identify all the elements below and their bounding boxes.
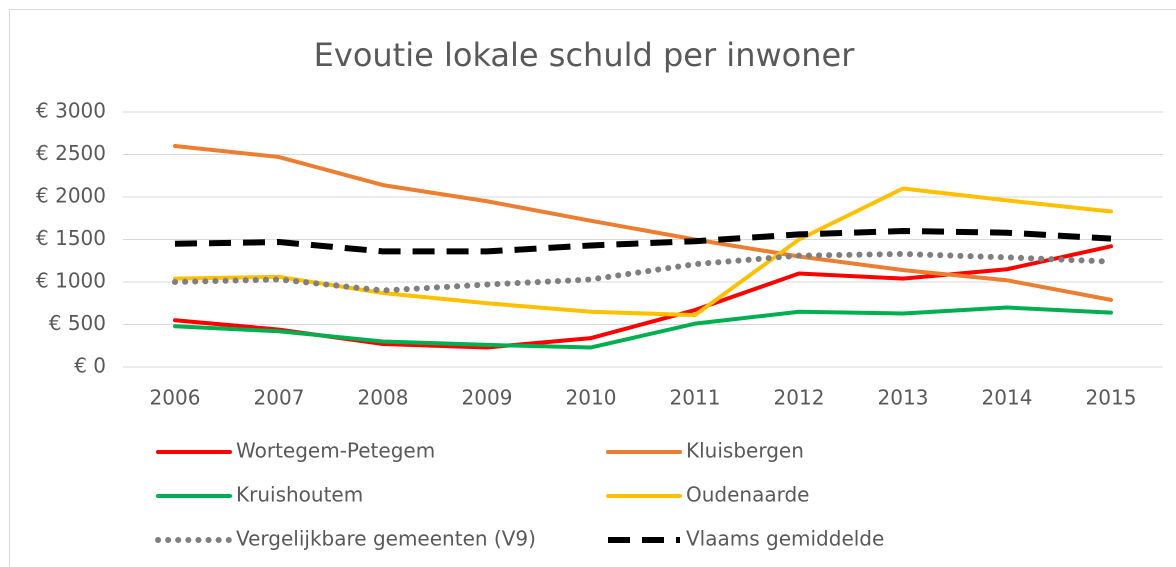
x-tick-label: 2014 <box>982 386 1033 410</box>
series-line <box>173 186 1113 318</box>
y-tick-label: € 1500 <box>36 226 106 250</box>
y-tick-label: € 500 <box>49 311 106 335</box>
y-tick-label: € 2000 <box>36 184 106 208</box>
x-tick-label: 2008 <box>358 386 409 410</box>
chart-title: Evoutie lokale schuld per inwoner <box>314 36 856 74</box>
y-tick-label: € 1000 <box>36 269 106 293</box>
x-tick-label: 2012 <box>774 386 825 410</box>
legend-label: Wortegem-Petegem <box>236 439 435 463</box>
x-tick-label: 2015 <box>1086 386 1137 410</box>
y-tick-label: € 0 <box>74 354 106 378</box>
x-tick-label: 2010 <box>566 386 617 410</box>
legend-label: Oudenaarde <box>686 483 809 507</box>
series-line <box>173 144 1113 302</box>
x-tick-label: 2006 <box>150 386 201 410</box>
series-line <box>173 305 1113 350</box>
x-tick-label: 2009 <box>462 386 513 410</box>
x-tick-label: 2013 <box>878 386 929 410</box>
legend-label: Kruishoutem <box>236 483 363 507</box>
legend-label: Vergelijkbare gemeenten (V9) <box>236 527 536 551</box>
series-line <box>174 228 1112 255</box>
chart-border <box>9 9 1176 567</box>
legend-label: Kluisbergen <box>686 439 804 463</box>
legend-label: Vlaams gemiddelde <box>686 527 884 551</box>
x-tick-label: 2007 <box>254 386 305 410</box>
y-tick-label: € 3000 <box>36 99 106 123</box>
x-tick-label: 2011 <box>670 386 721 410</box>
y-tick-label: € 2500 <box>36 141 106 165</box>
